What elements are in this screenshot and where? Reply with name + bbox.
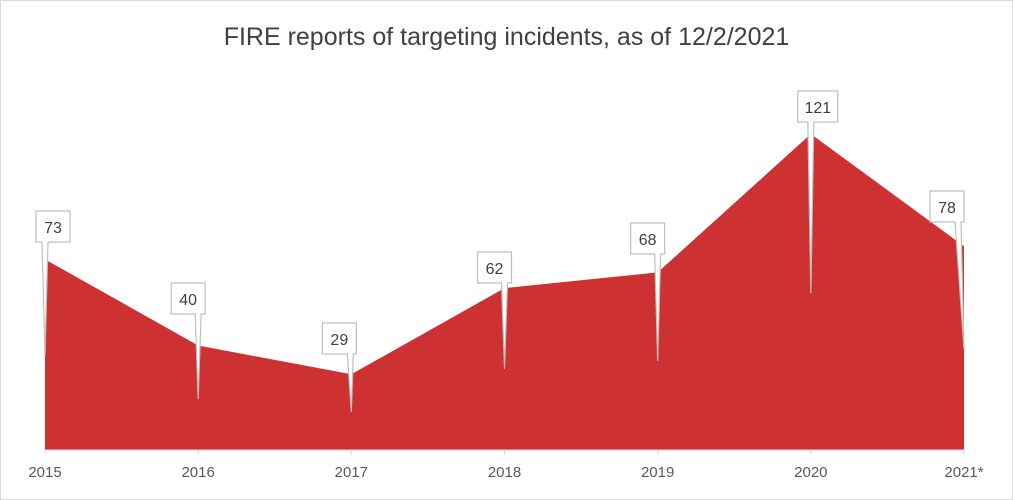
x-tick-label: 2018 [488, 464, 521, 481]
x-tick-label: 2019 [641, 464, 674, 481]
x-tick-label: 2015 [28, 464, 61, 481]
data-label: 29 [330, 332, 348, 349]
data-label: 73 [44, 220, 62, 237]
x-tick-label: 2017 [335, 464, 368, 481]
data-label: 78 [938, 200, 956, 217]
data-label: 121 [804, 100, 831, 117]
data-label-callout [630, 222, 666, 362]
data-label: 40 [179, 292, 197, 309]
x-tick-label: 2021* [944, 464, 983, 481]
x-tick-label: 2016 [181, 464, 214, 481]
x-tick-label: 2020 [794, 464, 827, 481]
data-label-callout [321, 322, 357, 413]
chart-title: FIRE reports of targeting incidents, as … [223, 23, 790, 51]
data-label-callout [929, 190, 965, 350]
data-label-callout [170, 282, 206, 400]
data-label: 68 [639, 232, 657, 249]
data-label-callout [476, 251, 513, 370]
data-label-callout [35, 210, 71, 357]
data-label: 62 [486, 261, 504, 278]
data-label-callout [797, 90, 839, 294]
